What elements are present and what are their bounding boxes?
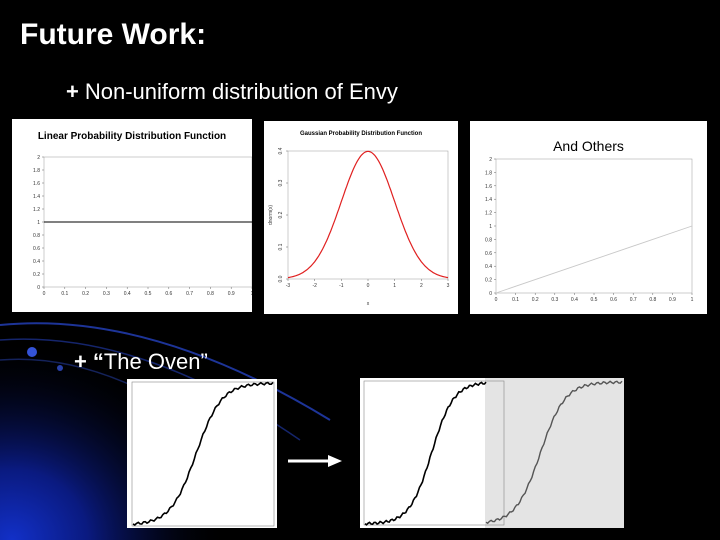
bullet-oven: + “The Oven”: [74, 349, 208, 375]
chart-title: Gaussian Probability Distribution Functi…: [300, 131, 422, 137]
x-tick-label: 0.8: [649, 297, 656, 303]
y-tick-label: 1: [37, 220, 40, 226]
x-tick-label: 1: [251, 291, 252, 297]
cdf-curve-after: [363, 378, 624, 528]
chart-title: Linear Probability Distribution Function: [38, 131, 226, 142]
decorative-dot: [27, 347, 37, 357]
cdf-curve-before: [131, 381, 275, 527]
x-axis-label: x: [367, 301, 370, 307]
x-tick-label: 0.3: [551, 297, 558, 303]
bullet-text: Non-uniform distribution of Envy: [84, 79, 398, 104]
other-pdf-svg: And Others 0 0.1 0.2 0.3 0.4 0.5 0.6 0.7 0.8 0.9 1 0…: [485, 138, 694, 303]
oven-cdf-after: [360, 378, 624, 528]
y-tick-label: 0.6: [485, 251, 492, 257]
y-tick-label: 0.1: [278, 243, 284, 250]
x-tick-label: 0.1: [512, 297, 519, 303]
linear-pdf-chart: Linear Probability Distribution Function…: [12, 119, 252, 312]
right-arrow-icon: [288, 455, 342, 467]
y-tick-label: 2: [37, 155, 40, 161]
series-line: [495, 225, 693, 294]
y-tick-label: 0: [37, 285, 40, 291]
x-tick-label: -3: [286, 283, 291, 289]
plot-frame: [287, 150, 449, 280]
y-tick-label: 0.4: [33, 259, 40, 265]
x-tick-label: -1: [339, 283, 344, 289]
y-tick-label: 2: [489, 157, 492, 163]
x-tick-label: 0.2: [82, 291, 89, 297]
y-tick-label: 1.6: [33, 181, 40, 187]
y-tick-label: 1: [489, 224, 492, 230]
x-tick-label: 0.1: [61, 291, 68, 297]
x-tick-label: 0.2: [532, 297, 539, 303]
x-tick-label: 0.4: [571, 297, 578, 303]
y-tick-label: 0.8: [33, 233, 40, 239]
x-tick-label: 0: [495, 297, 498, 303]
other-pdf-chart: And Others 0 0.1 0.2 0.3 0.4 0.5 0.6 0.7 0.8 0.9 1 0…: [470, 121, 707, 314]
open-quote: “: [92, 349, 104, 374]
chart-title: And Others: [553, 138, 624, 154]
y-tick-label: 1.2: [485, 211, 492, 217]
x-tick-label: 0.9: [669, 297, 676, 303]
x-tick-label: 0.6: [610, 297, 617, 303]
y-tick-label: 1.4: [485, 197, 492, 203]
x-tick-label: 3: [447, 283, 450, 289]
y-tick-label: 0.2: [33, 272, 40, 278]
y-tick-label: 1.2: [33, 207, 40, 213]
bullet-marker: +: [74, 349, 87, 374]
x-tick-label: 0: [43, 291, 46, 297]
x-tick-label: 0.7: [186, 291, 193, 297]
x-tick-label: 0.4: [124, 291, 131, 297]
y-tick-label: 0.2: [485, 278, 492, 284]
plot-frame: [495, 158, 693, 294]
y-tick-label: 0.2: [278, 211, 284, 218]
x-tick-label: 0.6: [165, 291, 172, 297]
x-tick-label: 0.5: [145, 291, 152, 297]
bullet-marker: +: [66, 79, 79, 104]
y-tick-label: 0.6: [33, 246, 40, 252]
linear-pdf-svg: Linear Probability Distribution Function…: [33, 131, 252, 297]
y-tick-label: 0.0: [278, 275, 284, 282]
x-tick-label: 1: [691, 297, 694, 303]
gaussian-pdf-svg: Gaussian Probability Distribution Functi…: [268, 131, 450, 307]
y-tick-label: 1.6: [485, 184, 492, 190]
bullet-non-uniform: + Non-uniform distribution of Envy: [66, 79, 398, 105]
x-tick-label: -2: [312, 283, 317, 289]
x-tick-label: 0.9: [228, 291, 235, 297]
x-tick-label: 0.3: [103, 291, 110, 297]
slide-title: Future Work:: [20, 18, 207, 51]
x-tick-label: 0: [367, 283, 370, 289]
y-tick-label: 1.8: [485, 170, 492, 176]
x-tick-label: 0.8: [207, 291, 214, 297]
y-tick-label: 0.3: [278, 179, 284, 186]
series-line: [287, 150, 449, 279]
x-tick-label: 0.7: [630, 297, 637, 303]
y-tick-label: 1.4: [33, 194, 40, 200]
x-tick-label: 0.5: [591, 297, 598, 303]
gaussian-pdf-chart: Gaussian Probability Distribution Functi…: [264, 121, 458, 314]
y-tick-label: 0: [489, 291, 492, 297]
y-tick-label: 1.8: [33, 168, 40, 174]
y-tick-label: 0.4: [278, 147, 284, 154]
bullet-text: The Oven”: [103, 349, 208, 374]
y-tick-label: 0.8: [485, 237, 492, 243]
oven-cdf-before: [127, 379, 277, 528]
x-tick-label: 1: [393, 283, 396, 289]
y-tick-label: 0.4: [485, 264, 492, 270]
x-tick-label: 2: [420, 283, 423, 289]
y-axis-label: dnorm(x): [268, 205, 274, 225]
